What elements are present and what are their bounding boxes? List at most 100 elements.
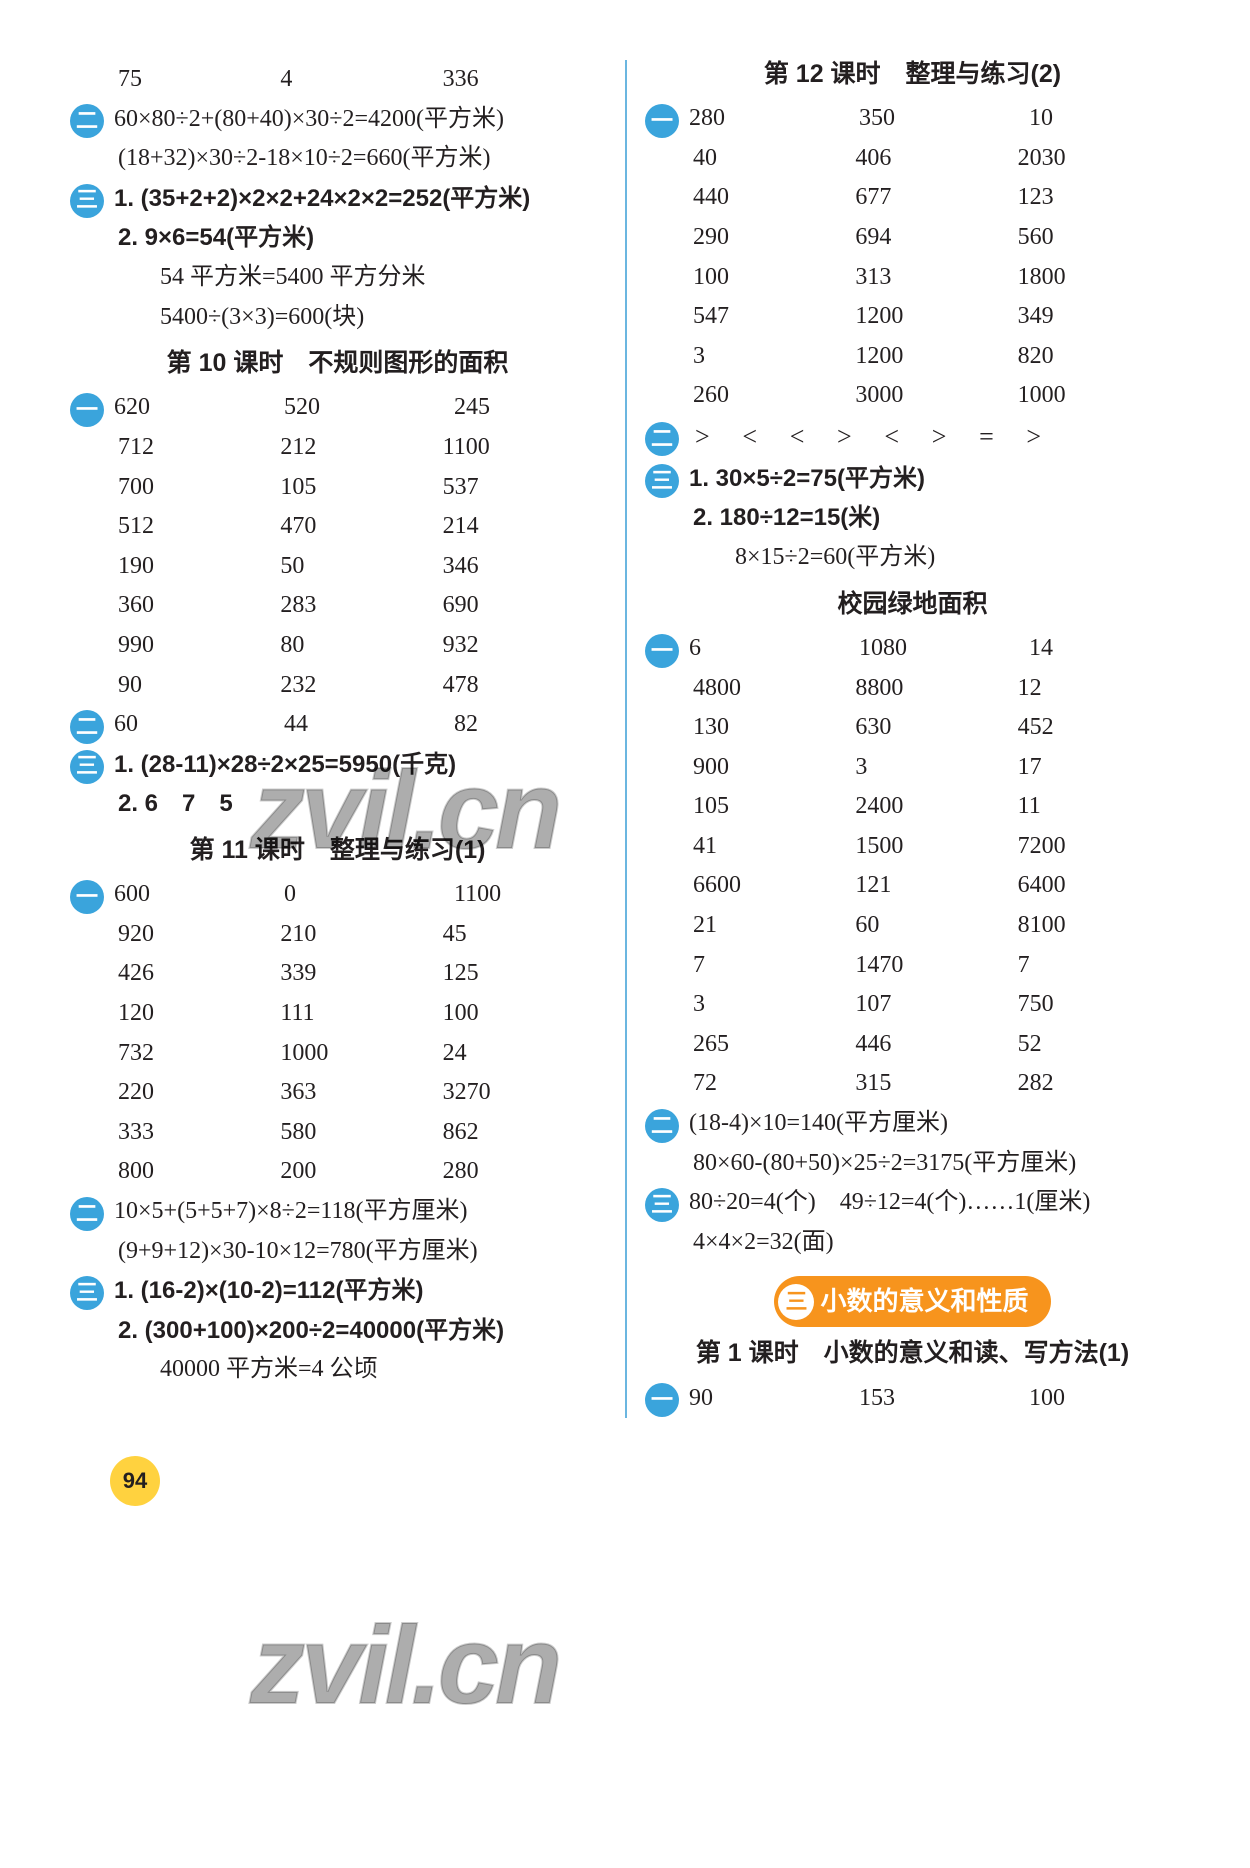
cell: 620 bbox=[114, 388, 284, 428]
data-row: 99080932 bbox=[118, 626, 605, 666]
lesson-heading: 第 10 课时 不规则图形的面积 bbox=[70, 343, 605, 384]
data-row: 900317 bbox=[693, 748, 1180, 788]
expr: 60×80÷2+(80+40)×30÷2=4200(平方米) bbox=[114, 100, 504, 140]
bullet-two-icon: 二 bbox=[70, 1197, 104, 1231]
bullet-two-icon: 二 bbox=[70, 104, 104, 138]
item-line: 三 80÷20=4(个) 49÷12=4(个)……1(厘米) bbox=[645, 1183, 1180, 1223]
data-row: 31200820 bbox=[693, 337, 1180, 377]
bullet-three-icon: 三 bbox=[645, 464, 679, 498]
bullet-three-icon: 三 bbox=[645, 1188, 679, 1222]
data-row: 426339125 bbox=[118, 954, 605, 994]
item-line: 一 90153100 bbox=[645, 1379, 1180, 1419]
lesson-heading: 第 12 课时 整理与练习(2) bbox=[645, 54, 1180, 95]
expr: 1. (35+2+2)×2×2+24×2×2=252(平方米) bbox=[114, 179, 530, 219]
expr: 10×5+(5+5+7)×8÷2=118(平方厘米) bbox=[114, 1192, 467, 1232]
expr: 80×60-(80+50)×25÷2=3175(平方厘米) bbox=[693, 1144, 1180, 1184]
expr: 4×4×2=32(面) bbox=[693, 1223, 1180, 1263]
section-heading-wrap: 三 小数的意义和性质 bbox=[645, 1276, 1180, 1327]
data-row: 3107750 bbox=[693, 985, 1180, 1025]
expr: 1. (16-2)×(10-2)=112(平方米) bbox=[114, 1271, 423, 1311]
column-divider bbox=[625, 60, 627, 1418]
data-row: 72315282 bbox=[693, 1064, 1180, 1104]
expr: 2. 6 7 5 bbox=[118, 784, 605, 824]
cell: 336 bbox=[443, 60, 605, 100]
item-line: 一 60001100 bbox=[70, 875, 605, 915]
data-row: 75 4 336 bbox=[118, 60, 605, 100]
item-line: 三1. (16-2)×(10-2)=112(平方米) bbox=[70, 1271, 605, 1311]
section-heading: 三 小数的意义和性质 bbox=[774, 1276, 1050, 1327]
expr: 1. (28-11)×28÷2×25=5950(千克) bbox=[114, 745, 456, 785]
data-row: 90232478 bbox=[118, 666, 605, 706]
data-row: 440677123 bbox=[693, 178, 1180, 218]
expr: 2. 9×6=54(平方米) bbox=[118, 218, 605, 258]
data-row: 92021045 bbox=[118, 915, 605, 955]
item-line: 二 ><<><>=> bbox=[645, 416, 1180, 459]
data-row: 26030001000 bbox=[693, 376, 1180, 416]
data-row: 732100024 bbox=[118, 1034, 605, 1074]
expr: (18-4)×10=140(平方厘米) bbox=[689, 1104, 948, 1144]
data-row: 333580862 bbox=[118, 1113, 605, 1153]
data-row: 404062030 bbox=[693, 139, 1180, 179]
expr: 1. 30×5÷2=75(平方米) bbox=[689, 459, 925, 499]
left-column: 75 4 336 二 60×80÷2+(80+40)×30÷2=4200(平方米)… bbox=[50, 60, 625, 1418]
data-row: 512470214 bbox=[118, 507, 605, 547]
lesson-heading: 第 11 课时 整理与练习(1) bbox=[70, 830, 605, 871]
item-line: 二 604482 bbox=[70, 705, 605, 745]
expr: 80÷20=4(个) 49÷12=4(个)……1(厘米) bbox=[689, 1183, 1090, 1223]
data-row: 21608100 bbox=[693, 906, 1180, 946]
bullet-two-icon: 二 bbox=[645, 422, 679, 456]
data-row: 290694560 bbox=[693, 218, 1180, 258]
lesson-heading: 校园绿地面积 bbox=[645, 584, 1180, 625]
data-row: 19050346 bbox=[118, 547, 605, 587]
page-number: 94 bbox=[110, 1456, 160, 1506]
page-columns: 75 4 336 二 60×80÷2+(80+40)×30÷2=4200(平方米)… bbox=[50, 60, 1200, 1418]
data-row: 4800880012 bbox=[693, 669, 1180, 709]
bullet-two-icon: 二 bbox=[645, 1109, 679, 1143]
data-row: 26544652 bbox=[693, 1025, 1180, 1065]
expr: 40000 平方米=4 公顷 bbox=[160, 1350, 605, 1390]
item-line: 二 60×80÷2+(80+40)×30÷2=4200(平方米) bbox=[70, 100, 605, 140]
data-row: 714707 bbox=[693, 946, 1180, 986]
bullet-three-icon: 三 bbox=[70, 750, 104, 784]
symbol-row: ><<><>=> bbox=[695, 416, 1046, 459]
expr: (18+32)×30÷2-18×10÷2=660(平方米) bbox=[118, 139, 605, 179]
data-row: 130630452 bbox=[693, 708, 1180, 748]
bullet-one-icon: 一 bbox=[70, 393, 104, 427]
expr: 8×15÷2=60(平方米) bbox=[735, 538, 1180, 578]
item-line: 一 6108014 bbox=[645, 629, 1180, 669]
cell: 520 bbox=[284, 388, 454, 428]
item-line: 一 28035010 bbox=[645, 99, 1180, 139]
data-row: 1003131800 bbox=[693, 258, 1180, 298]
item-line: 三 1. (28-11)×28÷2×25=5950(千克) bbox=[70, 745, 605, 785]
data-row: 105240011 bbox=[693, 787, 1180, 827]
right-column: 第 12 课时 整理与练习(2) 一 28035010 404062030 44… bbox=[625, 60, 1200, 1418]
bullet-two-icon: 二 bbox=[70, 710, 104, 744]
bullet-one-icon: 一 bbox=[70, 880, 104, 914]
item-line: 二 10×5+(5+5+7)×8÷2=118(平方厘米) bbox=[70, 1192, 605, 1232]
cell: 245 bbox=[454, 388, 624, 428]
lesson-heading: 第 1 课时 小数的意义和读、写方法(1) bbox=[645, 1333, 1180, 1374]
watermark-text: zvil.cn bbox=[250, 1575, 558, 1757]
data-row: 700105537 bbox=[118, 468, 605, 508]
expr: 2. (300+100)×200÷2=40000(平方米) bbox=[118, 1311, 605, 1351]
expr: (9+9+12)×30-10×12=780(平方厘米) bbox=[118, 1232, 605, 1272]
data-row: 5471200349 bbox=[693, 297, 1180, 337]
item-line: 三 1. 30×5÷2=75(平方米) bbox=[645, 459, 1180, 499]
data-row: 66001216400 bbox=[693, 866, 1180, 906]
data-row: 2203633270 bbox=[118, 1073, 605, 1113]
bullet-three-icon: 三 bbox=[70, 184, 104, 218]
item-line: 一 620520245 bbox=[70, 388, 605, 428]
bullet-one-icon: 一 bbox=[645, 104, 679, 138]
section-title: 小数的意义和性质 bbox=[820, 1280, 1028, 1323]
section-number-icon: 三 bbox=[778, 1284, 814, 1320]
item-line: 三 1. (35+2+2)×2×2+24×2×2=252(平方米) bbox=[70, 179, 605, 219]
data-row: 800200280 bbox=[118, 1152, 605, 1192]
bullet-one-icon: 一 bbox=[645, 1383, 679, 1417]
bullet-one-icon: 一 bbox=[645, 634, 679, 668]
expr: 5400÷(3×3)=600(块) bbox=[160, 298, 605, 338]
data-row: 4115007200 bbox=[693, 827, 1180, 867]
item-line: 二 (18-4)×10=140(平方厘米) bbox=[645, 1104, 1180, 1144]
data-row: 360283690 bbox=[118, 586, 605, 626]
expr: 54 平方米=5400 平方分米 bbox=[160, 258, 605, 298]
cell: 75 bbox=[118, 60, 280, 100]
